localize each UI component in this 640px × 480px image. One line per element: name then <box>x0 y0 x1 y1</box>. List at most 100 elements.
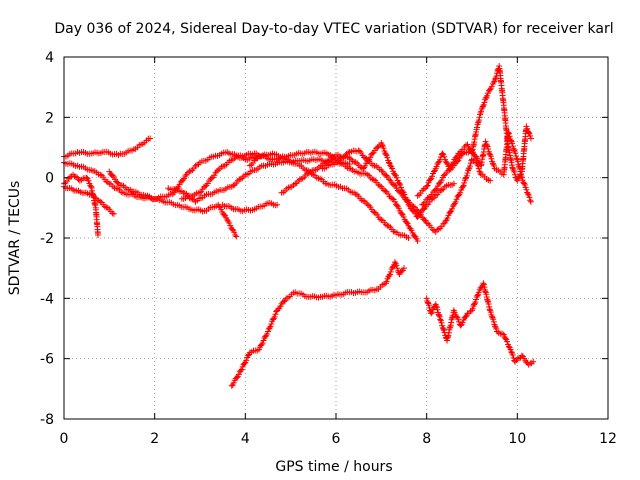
data-point <box>369 142 384 157</box>
data-point <box>246 347 261 356</box>
data-point <box>364 201 383 223</box>
data-point <box>493 328 506 337</box>
y-tick-label: -6 <box>40 352 54 368</box>
data-point <box>74 162 93 173</box>
data-point <box>346 147 360 156</box>
data-point <box>391 228 410 241</box>
series-track-13 <box>419 129 534 208</box>
data-point <box>432 301 443 320</box>
x-tick-label: 0 <box>60 431 69 447</box>
data-markers <box>61 63 537 389</box>
chart-title: Day 036 of 2024, Sidereal Day-to-day VTE… <box>54 21 613 37</box>
data-point <box>115 147 134 159</box>
data-point <box>292 289 310 300</box>
data-point <box>197 153 215 166</box>
data-point <box>432 172 447 193</box>
grid-lines <box>64 57 608 419</box>
data-point <box>265 199 279 209</box>
y-tick-label: 4 <box>45 50 54 66</box>
data-point <box>101 148 120 158</box>
data-point <box>278 182 297 196</box>
data-point <box>70 186 84 196</box>
series-track-1 <box>61 135 154 160</box>
data-point <box>174 201 192 212</box>
data-point <box>147 135 154 142</box>
data-point <box>246 155 261 169</box>
data-point <box>378 216 397 235</box>
data-point <box>165 185 183 195</box>
series-track-5 <box>106 168 240 240</box>
x-tick-label: 6 <box>332 431 341 447</box>
data-point <box>351 168 369 177</box>
series-track-15 <box>423 280 537 368</box>
data-point <box>441 203 456 226</box>
data-point <box>507 346 518 364</box>
series-track-3 <box>61 171 101 238</box>
data-point <box>88 191 102 204</box>
data-point <box>255 331 271 353</box>
data-point <box>274 297 288 314</box>
series-track-4 <box>61 183 117 217</box>
data-point <box>478 171 492 184</box>
data-point <box>283 156 301 167</box>
data-point <box>237 351 252 374</box>
data-point <box>210 149 229 160</box>
data-point <box>97 171 111 186</box>
data-point <box>351 189 370 207</box>
y-axis-label: SDTVAR / TECUs <box>7 181 23 296</box>
data-point <box>215 201 230 221</box>
x-tick-label: 4 <box>241 431 250 447</box>
data-point <box>457 312 470 329</box>
data-point <box>500 102 512 150</box>
data-point <box>201 188 220 199</box>
data-point <box>450 180 457 187</box>
data-point <box>387 162 402 186</box>
x-tick-label: 10 <box>508 431 526 447</box>
data-point <box>260 159 283 169</box>
series-track-14 <box>228 259 407 389</box>
data-point <box>423 167 438 190</box>
data-point <box>305 148 328 157</box>
data-point <box>378 183 397 203</box>
data-point <box>95 231 101 238</box>
data-point <box>387 177 406 199</box>
data-point <box>478 92 491 115</box>
data-point <box>401 194 420 213</box>
data-point <box>61 183 75 192</box>
plot-frame <box>63 56 609 420</box>
data-point <box>450 307 463 328</box>
data-point <box>333 289 351 299</box>
x-tick-label: 8 <box>422 431 431 447</box>
data-point <box>391 198 411 227</box>
data-point <box>219 201 242 213</box>
data-point <box>323 180 342 191</box>
data-point <box>378 167 393 183</box>
data-point <box>444 309 457 344</box>
data-point <box>530 358 537 365</box>
data-point <box>274 201 281 208</box>
data-point <box>287 148 310 159</box>
data-point <box>74 148 93 157</box>
data-point <box>414 238 421 245</box>
data-point <box>183 161 202 178</box>
data-point <box>373 280 388 293</box>
data-point <box>319 161 338 172</box>
data-point <box>432 186 447 199</box>
x-tick-label: 2 <box>150 431 159 447</box>
data-point <box>401 265 407 272</box>
data-point <box>405 222 420 242</box>
data-point <box>61 173 75 187</box>
data-point <box>496 63 507 106</box>
data-point <box>337 183 356 196</box>
data-point <box>518 174 529 191</box>
data-point <box>487 307 500 332</box>
data-point <box>469 147 484 168</box>
data-point <box>505 129 520 162</box>
data-point <box>97 198 116 217</box>
data-point <box>360 286 378 296</box>
data-point <box>450 184 466 208</box>
data-point <box>364 158 383 173</box>
y-tick-label: 2 <box>45 110 54 126</box>
data-point <box>523 186 534 204</box>
axes: 0 2 4 6 8 10 12 -8 -6 -4 -2 0 2 4 <box>40 50 617 447</box>
